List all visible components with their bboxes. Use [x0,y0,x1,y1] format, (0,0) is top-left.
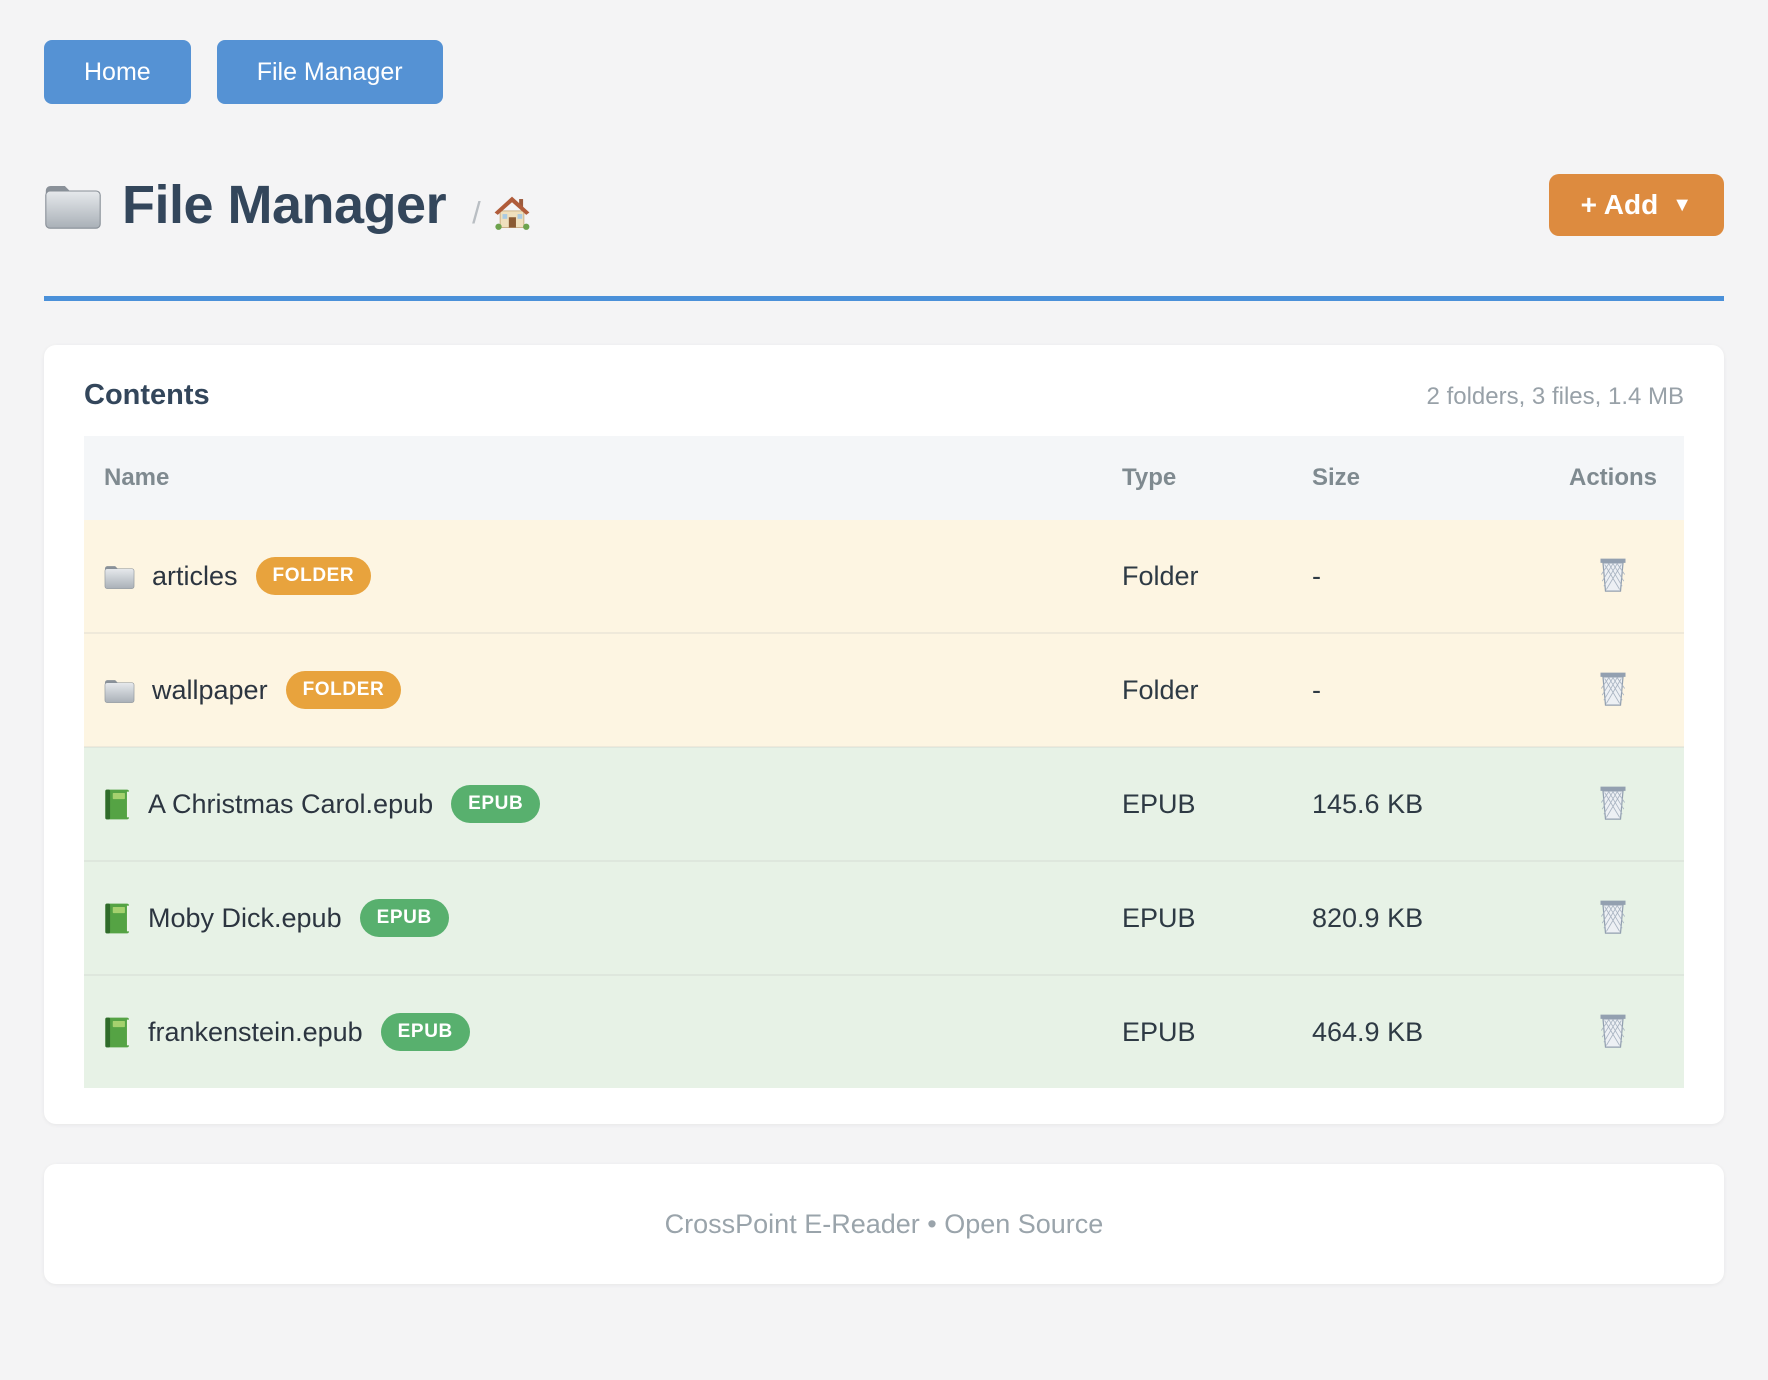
table-row: wallpaper FOLDER Folder - [84,633,1684,747]
column-header-type: Type [1102,436,1292,520]
name-cell: A Christmas Carol.epub EPUB [84,747,1102,861]
table-row: Moby Dick.epub EPUB EPUB 820.9 KB [84,861,1684,975]
book-icon [104,902,131,935]
name-cell: frankenstein.epub EPUB [84,975,1102,1088]
page-header: File Manager / + Add ▼ [44,174,1724,236]
type-badge: EPUB [451,785,541,823]
name-cell: Moby Dick.epub EPUB [84,861,1102,975]
caret-down-icon: ▼ [1672,193,1692,216]
home-button[interactable]: Home [44,40,191,104]
type-cell: Folder [1122,674,1199,705]
size-cell: - [1312,560,1321,591]
delete-button[interactable] [1594,894,1632,942]
type-badge: FOLDER [255,557,372,595]
header-divider [44,296,1724,301]
delete-button[interactable] [1594,552,1632,600]
type-badge: EPUB [380,1013,470,1051]
footer-text: CrossPoint E-Reader • Open Source [664,1208,1104,1239]
name-cell: wallpaper FOLDER [84,633,1102,747]
column-header-actions: Actions [1542,436,1684,520]
trash-icon [1598,556,1628,593]
file-name-link[interactable]: Moby Dick.epub [148,902,342,933]
folder-icon [104,677,135,704]
size-cell: 820.9 KB [1312,902,1424,933]
type-cell: EPUB [1122,902,1196,933]
home-house-icon[interactable] [493,194,531,231]
file-manager-button[interactable]: File Manager [216,40,443,104]
trash-icon [1598,784,1628,821]
trash-icon [1598,670,1628,707]
footer-card: CrossPoint E-Reader • Open Source [44,1164,1724,1284]
type-cell: EPUB [1122,788,1196,819]
table-row: articles FOLDER Folder - [84,520,1684,633]
file-name-link[interactable]: A Christmas Carol.epub [148,788,434,819]
table-row: A Christmas Carol.epub EPUB EPUB 145.6 KB [84,747,1684,861]
type-badge: EPUB [359,899,449,937]
delete-button[interactable] [1594,666,1632,714]
type-badge: FOLDER [285,671,402,709]
contents-card: Contents 2 folders, 3 files, 1.4 MB Name… [44,345,1724,1124]
delete-button[interactable] [1594,780,1632,828]
actions-cell [1542,747,1684,861]
actions-cell [1542,633,1684,747]
contents-summary: 2 folders, 3 files, 1.4 MB [1426,383,1684,410]
trash-icon [1598,898,1628,935]
file-name-link[interactable]: articles [152,560,238,591]
file-name-link[interactable]: frankenstein.epub [148,1016,363,1047]
column-header-name: Name [84,436,1102,520]
contents-card-header: Contents 2 folders, 3 files, 1.4 MB [84,379,1684,412]
add-button-label: + Add [1580,189,1659,220]
size-cell: 464.9 KB [1312,1016,1424,1047]
breadcrumb-separator: / [472,195,481,230]
book-icon [104,1016,131,1049]
delete-button[interactable] [1594,1008,1632,1056]
file-table: Name Type Size Actions articles FOLDER Folder… [84,436,1684,1088]
actions-cell [1542,861,1684,975]
top-nav: Home File Manager [44,40,1724,104]
file-name-link[interactable]: wallpaper [152,674,268,705]
add-button[interactable]: + Add ▼ [1548,174,1724,236]
column-header-size: Size [1292,436,1542,520]
contents-title: Contents [84,379,210,411]
folder-icon [44,181,102,230]
table-row: frankenstein.epub EPUB EPUB 464.9 KB [84,975,1684,1088]
table-header-row: Name Type Size Actions [84,436,1684,520]
folder-icon [104,563,135,590]
type-cell: Folder [1122,560,1199,591]
trash-icon [1598,1012,1628,1049]
actions-cell [1542,520,1684,633]
title-group: File Manager / [44,174,531,236]
book-icon [104,788,131,821]
type-cell: EPUB [1122,1016,1196,1047]
size-cell: - [1312,674,1321,705]
name-cell: articles FOLDER [84,520,1102,633]
file-table-body: articles FOLDER Folder - wallpaper FOLDER Fold… [84,520,1684,1088]
page-title: File Manager [122,175,447,235]
size-cell: 145.6 KB [1312,788,1424,819]
actions-cell [1542,975,1684,1088]
